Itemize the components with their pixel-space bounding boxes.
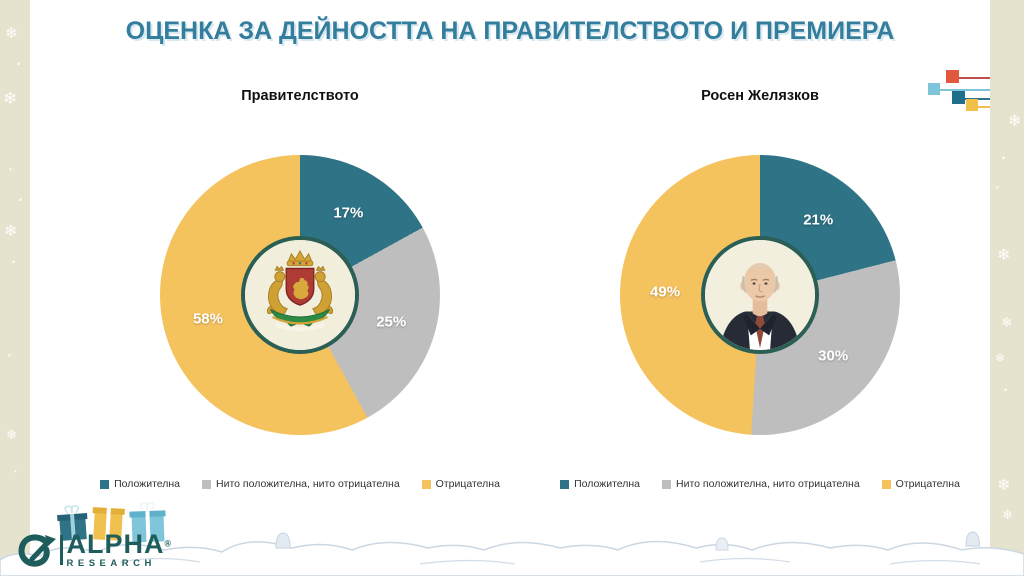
snowflake-icon: ❄ — [997, 247, 1011, 264]
snow-dot-icon: • — [12, 257, 16, 267]
snow-dot-icon: • — [8, 351, 11, 360]
pie-slice-label: 30% — [818, 347, 849, 365]
positive-swatch-icon — [100, 479, 110, 489]
legend-item-neutral: Нито положителна, нито отрицателна — [202, 478, 400, 490]
logo-subbrand-text: RESEARCH — [66, 558, 156, 569]
rosen-zhelyazkov-portrait-image — [705, 240, 815, 350]
logo-divider — [60, 534, 63, 565]
slide-title: ОЦЕНКА ЗА ДЕЙНОСТТА НА ПРАВИТЕЛСТВОТО И … — [125, 17, 895, 45]
connector-squares-decoration — [920, 66, 990, 118]
premier-pie-chart: 21% 30% 49% — [620, 155, 900, 435]
pie-slice-label: 17% — [333, 204, 364, 222]
snowflake-icon: ❄ — [1002, 507, 1013, 522]
teal-square-icon — [952, 91, 965, 104]
premier-legend: Положителна Нито положителна, нито отриц… — [520, 478, 1000, 490]
legend-item-neutral: Нито положителна, нито отрицателна — [662, 478, 860, 490]
red-connector-line — [958, 77, 990, 79]
legend-item-positive: Положителна — [100, 478, 180, 490]
snowflake-icon: ❄ — [6, 427, 17, 442]
government-legend: Положителна Нито положителна, нито отриц… — [60, 478, 540, 490]
orange-square-icon — [946, 70, 959, 83]
registered-mark: ® — [164, 538, 172, 549]
gift-boxes-decoration — [57, 500, 166, 543]
snowflake-icon: ❄ — [4, 223, 18, 240]
pie-slice-label: 21% — [803, 211, 834, 229]
negative-label: Отрицателна — [435, 478, 500, 490]
snowflake-icon: ❄ — [997, 477, 1011, 494]
snow-dot-icon: • — [19, 195, 23, 205]
legend-item-negative: Отрицателна — [421, 478, 500, 490]
snowflake-icon: ❄ — [3, 89, 18, 108]
neutral-label: Нито положителна, нито отрицателна — [676, 478, 860, 490]
alpha-logo-icon — [18, 534, 56, 567]
negative-swatch-icon — [881, 479, 891, 489]
negative-label: Отрицателна — [895, 478, 960, 490]
teal-connector-line — [964, 98, 990, 100]
snowflake-icon: ❄ — [995, 351, 1006, 365]
neutral-label: Нито положителна, нито отрицателна — [216, 478, 400, 490]
legend-item-negative: Отрицателна — [881, 478, 960, 490]
government-chart-title: Правителството — [241, 88, 359, 104]
snowflake-icon: ❄ — [1008, 113, 1022, 130]
snowflake-icon: ❄ — [1001, 314, 1013, 330]
negative-swatch-icon — [421, 479, 431, 489]
blue-connector-line — [940, 89, 990, 91]
snow-dot-icon: • — [996, 183, 999, 192]
government-chart-panel: Правителството — [60, 88, 540, 508]
snow-dot-icon: • — [1002, 153, 1006, 163]
government-pie-chart: 17% 25% 58% — [160, 155, 440, 435]
government-pie-center — [241, 236, 359, 354]
positive-label: Положителна — [574, 478, 641, 490]
pie-slice-label: 58% — [192, 310, 223, 328]
yellow-connector-line — [977, 106, 990, 108]
premier-chart-title: Росен Желязков — [701, 88, 819, 104]
snow-dot-icon: • — [9, 165, 12, 174]
snow-dot-icon: • — [14, 467, 17, 476]
pie-slice-label: 49% — [650, 283, 681, 301]
neutral-swatch-icon — [662, 479, 672, 489]
positive-label: Положителна — [114, 478, 181, 490]
premier-chart-panel: Росен Желязков — [520, 88, 1000, 508]
snowflake-icon: ❄ — [5, 25, 18, 42]
legend-item-positive: Положителна — [560, 478, 640, 490]
right-border-decoration: ❄ • • ❄ ❄ ❄ • ❄ ❄ — [990, 0, 1024, 576]
snow-drift-decoration — [0, 531, 1024, 576]
pie-slice-label: 25% — [376, 313, 407, 330]
logo-brand-text: ALPHA — [66, 529, 165, 559]
snow-dot-icon: • — [17, 59, 21, 69]
neutral-swatch-icon — [202, 479, 212, 489]
snow-dot-icon: • — [1004, 385, 1008, 395]
alpha-research-logo: ALPHA® RESEARCH — [16, 531, 171, 569]
yellow-square-icon — [966, 99, 978, 111]
premier-pie-center — [701, 236, 819, 354]
light-blue-square-icon — [928, 83, 940, 95]
left-border-decoration: ❄ • ❄ • • ❄ • • ❄ • — [0, 0, 30, 576]
bulgaria-coat-of-arms-image — [245, 240, 355, 350]
positive-swatch-icon — [560, 479, 570, 489]
